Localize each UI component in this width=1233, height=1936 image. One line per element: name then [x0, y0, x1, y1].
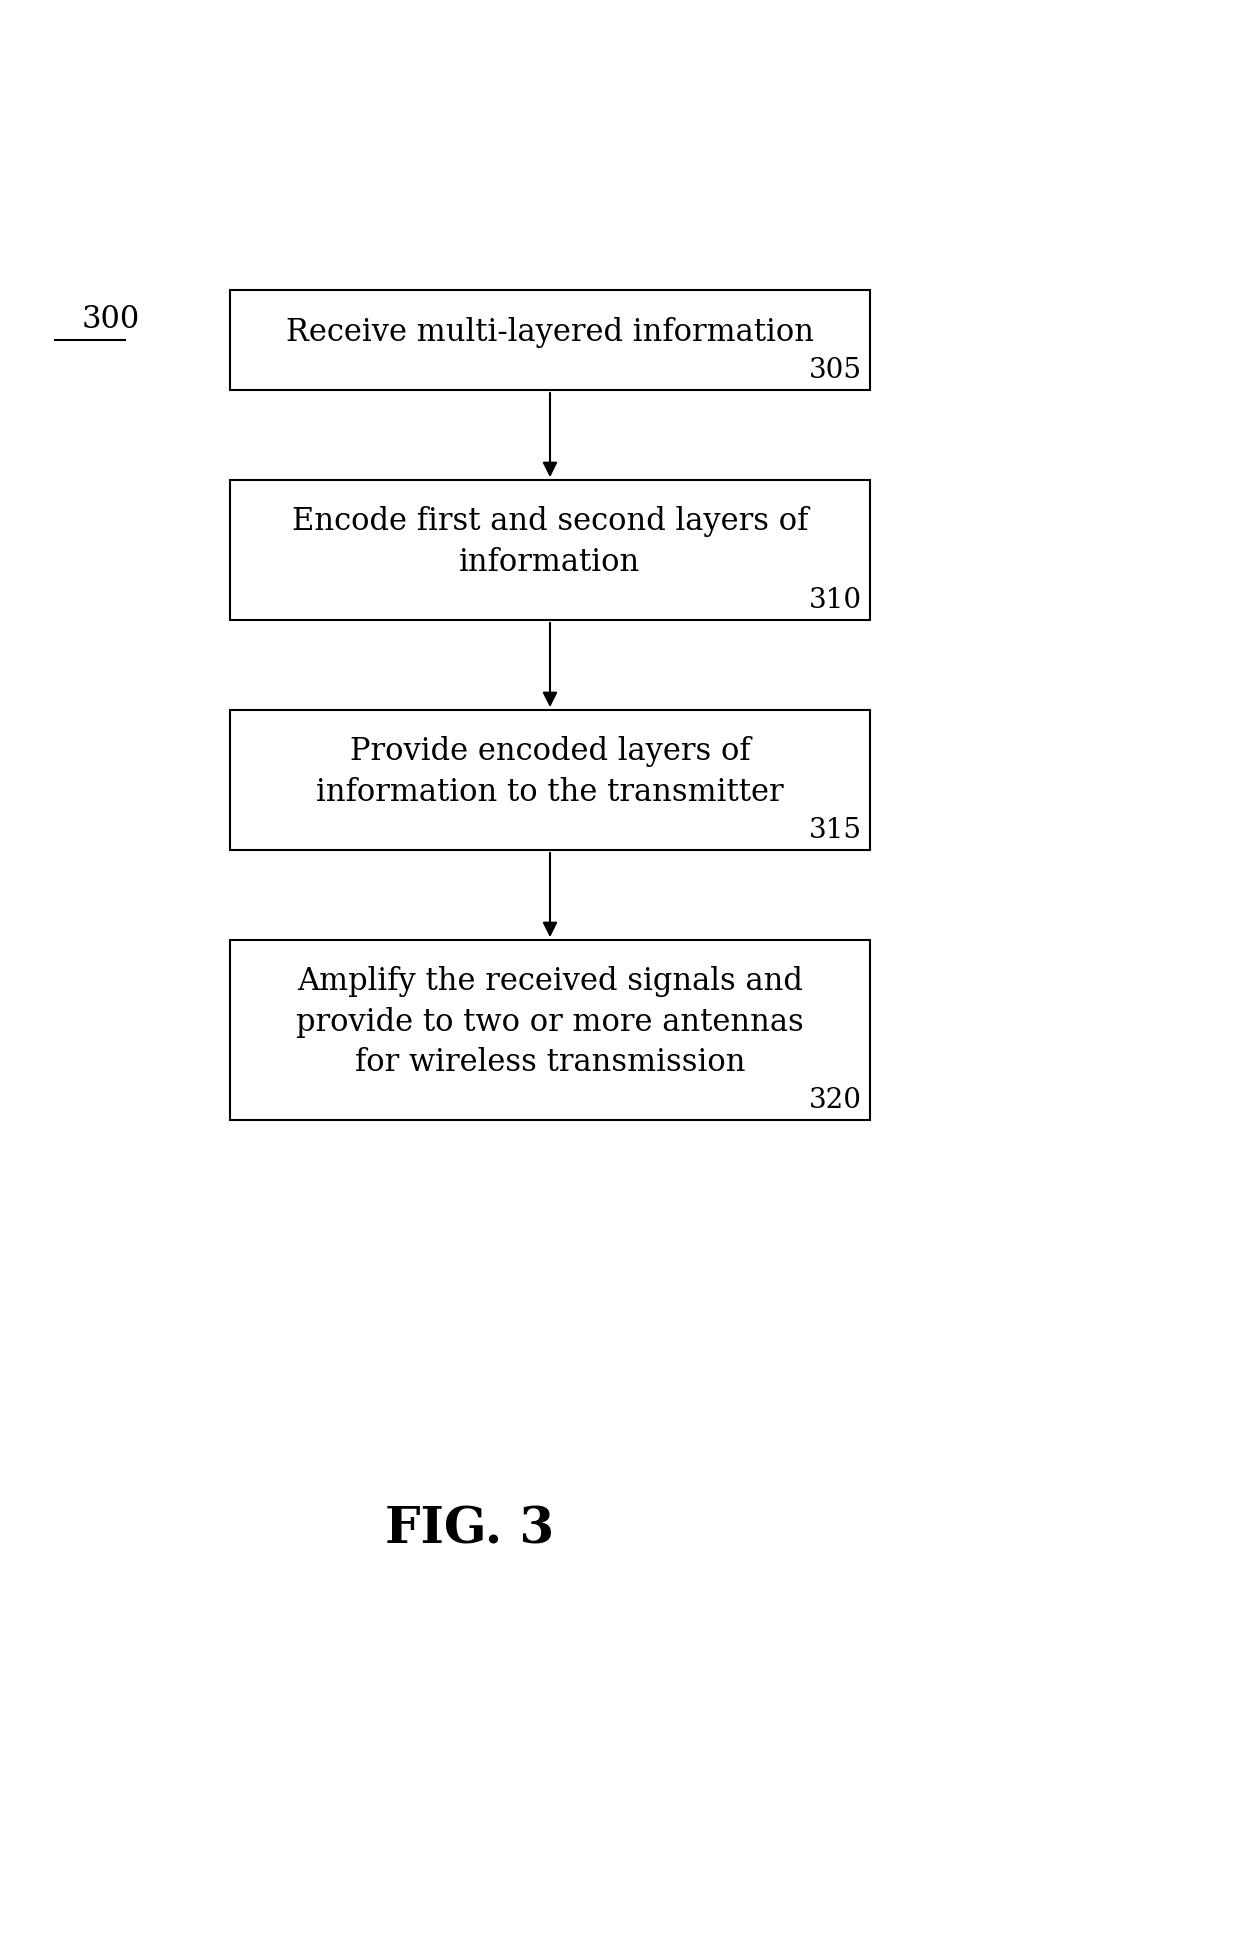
- Bar: [231, 480, 870, 620]
- Text: Receive multi-layered information: Receive multi-layered information: [286, 316, 814, 347]
- Text: 305: 305: [809, 356, 862, 383]
- Bar: [231, 711, 870, 850]
- Text: 320: 320: [809, 1086, 862, 1113]
- Text: Encode first and second layers of
information: Encode first and second layers of inform…: [292, 505, 808, 577]
- Text: 310: 310: [809, 587, 862, 614]
- Text: FIG. 3: FIG. 3: [386, 1506, 555, 1555]
- Text: 315: 315: [809, 817, 862, 844]
- Bar: [231, 941, 870, 1121]
- Text: Provide encoded layers of
information to the transmitter: Provide encoded layers of information to…: [316, 736, 784, 807]
- Bar: [231, 290, 870, 389]
- Text: 300: 300: [83, 304, 141, 335]
- Text: Amplify the received signals and
provide to two or more antennas
for wireless tr: Amplify the received signals and provide…: [296, 966, 804, 1078]
